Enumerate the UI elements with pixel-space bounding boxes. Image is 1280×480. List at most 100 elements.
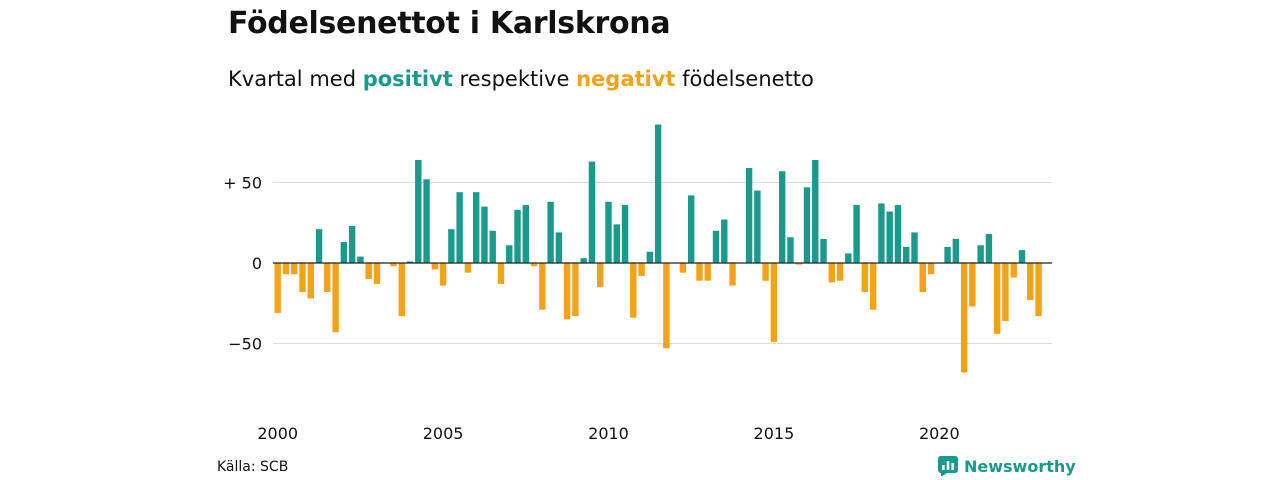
bar-2001-q3 bbox=[324, 263, 331, 292]
bar-2012-q2 bbox=[679, 263, 687, 273]
x-tick-label: 2000 bbox=[257, 424, 298, 443]
bar-2017-q1 bbox=[836, 263, 844, 281]
bar-2015-q1 bbox=[770, 263, 778, 342]
bar-2019-q4 bbox=[927, 263, 935, 275]
bar-2005-q2 bbox=[448, 229, 455, 263]
bar-2021-q3 bbox=[985, 234, 993, 263]
bar-2014-q4 bbox=[762, 263, 769, 281]
bar-2017-q2 bbox=[845, 253, 852, 263]
y-tick-label: + 50 bbox=[223, 174, 262, 193]
bar-2016-q2 bbox=[812, 159, 819, 263]
bar-2006-q3 bbox=[489, 230, 496, 263]
bar-2005-q3 bbox=[456, 192, 463, 263]
bar-2009-q4 bbox=[597, 263, 604, 288]
bar-2006-q1 bbox=[472, 192, 480, 263]
bar-2022-q1 bbox=[1002, 263, 1009, 321]
bar-2003-q1 bbox=[373, 263, 381, 284]
bar-2016-q1 bbox=[803, 187, 811, 263]
bar-2007-q4 bbox=[530, 263, 538, 267]
bar-2011-q1 bbox=[638, 263, 645, 276]
subtitle-suffix: födelsenetto bbox=[682, 67, 814, 91]
bar-2010-q1 bbox=[605, 201, 612, 263]
bar-2001-q2 bbox=[315, 229, 323, 263]
bar-2015-q4 bbox=[795, 263, 802, 265]
bars-layer bbox=[274, 124, 1042, 373]
x-tick-label: 2020 bbox=[919, 424, 960, 443]
bar-2002-q1 bbox=[340, 242, 348, 263]
x-tick-label: 2010 bbox=[588, 424, 629, 443]
bar-2014-q3 bbox=[754, 190, 761, 263]
bar-2004-q4 bbox=[431, 263, 439, 270]
bar-2021-q1 bbox=[969, 263, 976, 307]
bar-2020-q4 bbox=[960, 263, 968, 373]
x-tick-label: 2015 bbox=[754, 424, 795, 443]
grid-layer bbox=[273, 182, 1052, 344]
bar-2000-q4 bbox=[299, 263, 306, 292]
bar-2002-q4 bbox=[365, 263, 372, 280]
brand-logo: Newsworthy bbox=[938, 456, 1076, 476]
y-tick-label: −50 bbox=[228, 335, 262, 354]
bar-2007-q1 bbox=[506, 245, 513, 263]
bar-2005-q1 bbox=[439, 263, 447, 286]
bar-2006-q2 bbox=[481, 206, 488, 263]
bar-2022-q2 bbox=[1010, 263, 1017, 278]
bar-2002-q2 bbox=[348, 225, 356, 263]
bar-2022-q4 bbox=[1027, 263, 1034, 301]
bar-2006-q4 bbox=[497, 263, 505, 284]
bar-2002-q3 bbox=[357, 256, 364, 263]
bar-2003-q4 bbox=[398, 263, 405, 317]
bar-2016-q3 bbox=[820, 238, 827, 263]
y-tick-label: 0 bbox=[252, 254, 262, 273]
bar-2010-q3 bbox=[621, 205, 629, 263]
bar-2012-q4 bbox=[696, 263, 703, 281]
bar-2005-q4 bbox=[464, 263, 472, 273]
bar-2010-q2 bbox=[613, 224, 620, 263]
bar-2009-q3 bbox=[588, 161, 596, 263]
subtitle-positive-word: positivt bbox=[362, 67, 453, 91]
bar-2008-q1 bbox=[539, 263, 546, 310]
bar-2020-q3 bbox=[952, 238, 960, 263]
bar-2000-q2 bbox=[282, 263, 290, 275]
bar-2009-q2 bbox=[580, 258, 587, 263]
bar-2021-q2 bbox=[977, 245, 984, 263]
bar-2008-q2 bbox=[547, 201, 554, 263]
brand-name: Newsworthy bbox=[964, 456, 1076, 476]
bar-2018-q2 bbox=[878, 203, 885, 263]
bar-2011-q2 bbox=[646, 251, 654, 263]
bar-2004-q2 bbox=[415, 159, 422, 263]
bar-2001-q4 bbox=[332, 263, 339, 333]
bar-2004-q1 bbox=[406, 261, 414, 263]
bar-2008-q3 bbox=[555, 232, 563, 263]
axis-layer: + 50 0 −50 2000 2005 2010 2015 2020 bbox=[223, 174, 1052, 443]
newsworthy-logo-icon bbox=[938, 456, 958, 476]
subtitle-negative-word: negativt bbox=[576, 67, 676, 91]
bar-2021-q4 bbox=[993, 263, 1001, 334]
bar-2007-q2 bbox=[514, 209, 521, 263]
bar-2015-q2 bbox=[778, 171, 786, 263]
chart-title: Födelsenettot i Karlskrona bbox=[228, 6, 671, 41]
bar-2010-q4 bbox=[630, 263, 637, 318]
bar-2009-q1 bbox=[572, 263, 579, 317]
bar-2017-q4 bbox=[861, 263, 869, 292]
bar-2013-q1 bbox=[704, 263, 711, 281]
bar-2019-q1 bbox=[903, 246, 910, 263]
bar-2023-q1 bbox=[1035, 263, 1042, 317]
bar-2011-q3 bbox=[654, 124, 662, 263]
bar-2022-q3 bbox=[1018, 250, 1026, 263]
subtitle-prefix: Kvartal med bbox=[228, 67, 357, 91]
bar-2019-q2 bbox=[911, 232, 918, 263]
bar-2017-q3 bbox=[853, 205, 860, 263]
bar-2001-q1 bbox=[307, 263, 314, 299]
bar-2018-q3 bbox=[886, 211, 893, 263]
bar-2011-q4 bbox=[663, 263, 670, 349]
bar-2014-q2 bbox=[745, 168, 753, 263]
x-tick-label: 2005 bbox=[423, 424, 464, 443]
bar-2008-q4 bbox=[563, 263, 571, 320]
bar-2013-q3 bbox=[721, 219, 728, 263]
bar-2004-q3 bbox=[423, 179, 430, 263]
bar-2018-q4 bbox=[894, 205, 902, 263]
bar-2013-q2 bbox=[712, 230, 720, 263]
bar-2003-q3 bbox=[390, 263, 397, 267]
bar-2007-q3 bbox=[522, 205, 529, 263]
